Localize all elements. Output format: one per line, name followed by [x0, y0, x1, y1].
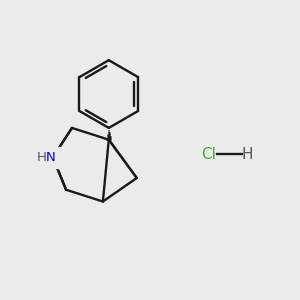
- Bar: [34, 147, 62, 168]
- Text: Cl: Cl: [202, 147, 216, 162]
- Text: H: H: [37, 151, 46, 164]
- Text: N: N: [46, 151, 56, 164]
- Text: H: H: [242, 147, 253, 162]
